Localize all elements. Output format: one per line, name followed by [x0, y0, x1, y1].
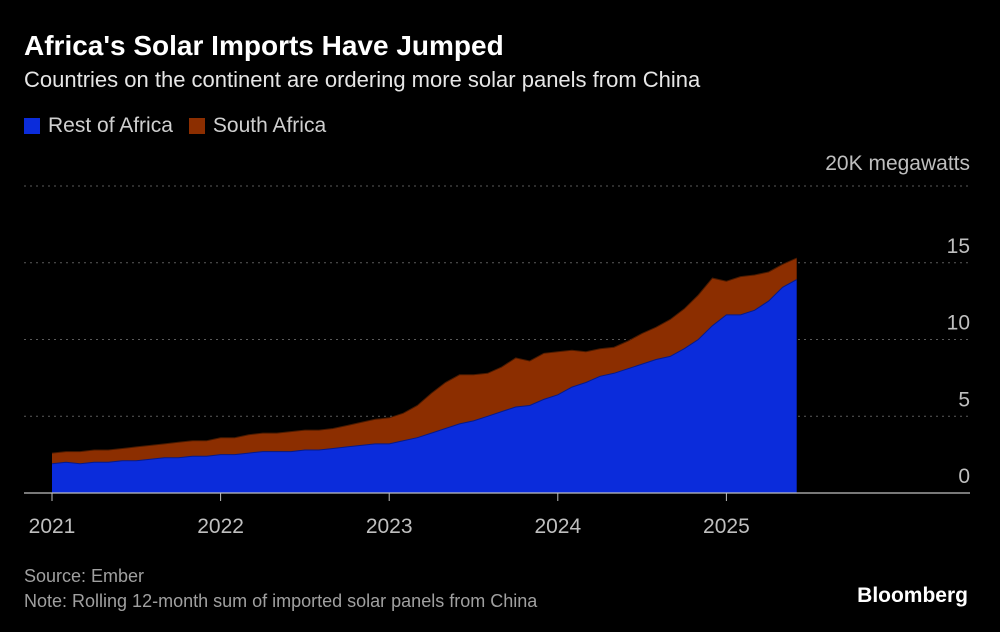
legend-item-rest-of-africa: Rest of Africa — [24, 114, 173, 138]
source-note: Source: Ember — [24, 566, 145, 586]
legend-label-south-africa: South Africa — [212, 114, 327, 137]
y-axis-unit-label: 20K megawatts — [825, 152, 970, 175]
x-tick-label-2025: 2025 — [703, 515, 750, 538]
chart-title: Africa's Solar Imports Have Jumped — [24, 30, 504, 61]
bloomberg-logo: Bloomberg — [857, 584, 968, 607]
x-tick-label-2023: 2023 — [366, 515, 413, 538]
line-south-africa — [51, 257, 797, 454]
legend-swatch-rest-of-africa — [24, 118, 40, 134]
x-tick-label-2022: 2022 — [197, 515, 244, 538]
legend-item-south-africa: South Africa — [188, 114, 327, 138]
y-tick-label-15: 15 — [947, 235, 970, 258]
y-tick-label-10: 10 — [947, 312, 970, 335]
y-tick-label-0: 0 — [958, 465, 970, 488]
footnote: Note: Rolling 12-month sum of imported s… — [24, 591, 538, 611]
legend: Rest of Africa South Africa — [24, 114, 342, 138]
line-rest-of-africa — [51, 279, 797, 465]
legend-label-rest-of-africa: Rest of Africa — [48, 114, 173, 137]
x-tick-label-2024: 2024 — [534, 515, 581, 538]
area-rest-of-africa — [52, 279, 797, 493]
area-south-africa — [52, 258, 797, 464]
x-tick-label-2021: 2021 — [29, 515, 76, 538]
legend-swatch-south-africa — [188, 118, 205, 134]
y-tick-label-5: 5 — [958, 388, 970, 411]
chart-subtitle: Countries on the continent are ordering … — [24, 67, 701, 92]
